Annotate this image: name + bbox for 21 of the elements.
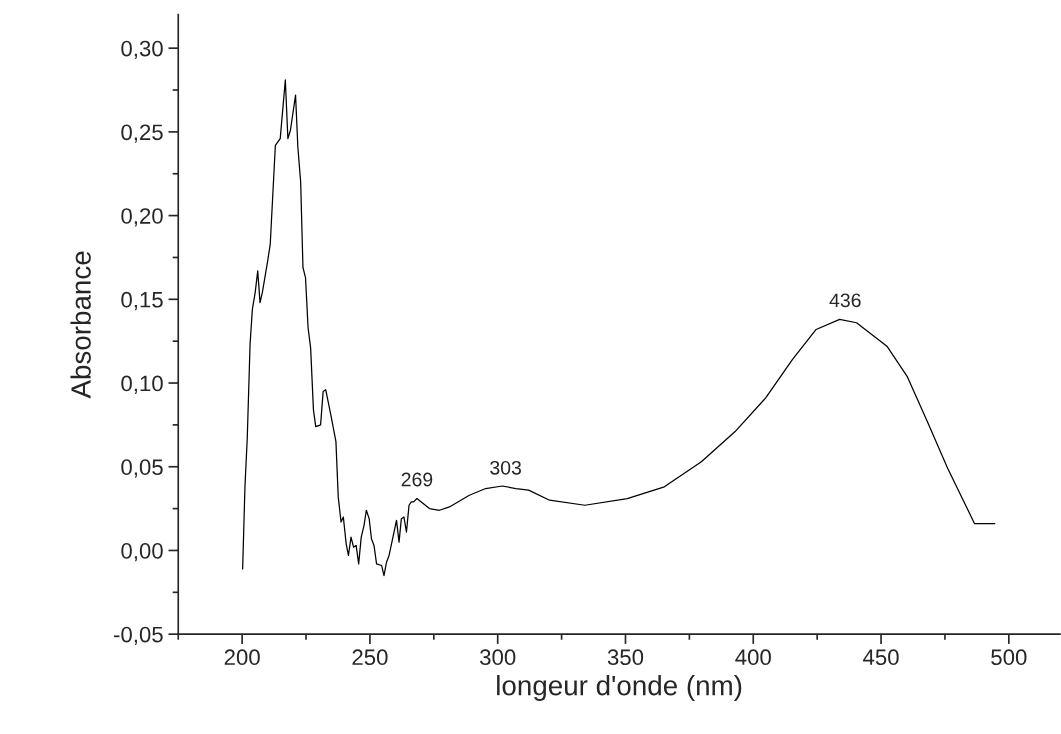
y-tick-label: 0,00 [121,543,163,562]
line-series [242,79,996,577]
y-tick-label: -0,05 [114,626,163,646]
y-tick-label: 0,05 [121,459,163,478]
y-tick-label: 0,15 [121,291,163,311]
y-tick-label: 0,25 [121,124,163,143]
x-tick-label: 200 [224,649,260,666]
y-axis-title: Absorbance [70,251,91,399]
x-tick-label: 300 [480,649,516,666]
x-tick-label: 500 [991,649,1027,666]
x-tick-label: 250 [352,649,388,666]
y-tick-label: 0,20 [121,208,163,227]
x-tick-label: 400 [735,649,771,666]
annotation: 436 [829,293,861,308]
annotation: 269 [401,472,433,487]
y-tick-label: 0,10 [121,375,163,394]
y-tick-label: 0,30 [121,40,163,60]
x-axis-title: longeur d'onde (nm) [497,675,742,701]
x-tick-label: 450 [863,649,899,666]
x-tick-label: 350 [607,649,644,666]
annotation: 303 [490,460,521,475]
